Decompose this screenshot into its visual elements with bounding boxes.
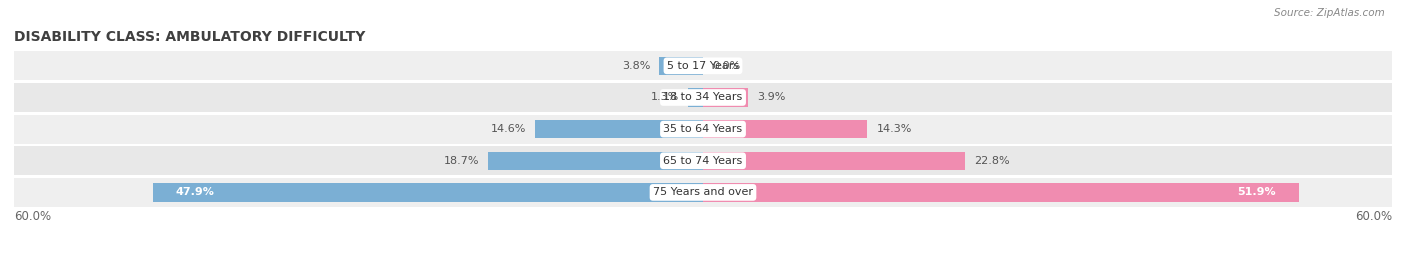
Bar <box>703 152 965 170</box>
Bar <box>703 183 1299 201</box>
Text: 60.0%: 60.0% <box>1355 210 1392 223</box>
Bar <box>14 146 1392 175</box>
Bar <box>14 83 1392 112</box>
Text: 60.0%: 60.0% <box>14 210 51 223</box>
Text: 0.0%: 0.0% <box>713 61 741 71</box>
Bar <box>153 183 703 201</box>
Bar <box>14 51 1392 80</box>
Bar <box>659 57 703 75</box>
Bar <box>703 88 748 107</box>
Text: 1.3%: 1.3% <box>651 93 679 102</box>
Text: 5 to 17 Years: 5 to 17 Years <box>666 61 740 71</box>
Text: 14.3%: 14.3% <box>876 124 911 134</box>
Text: 51.9%: 51.9% <box>1237 187 1277 197</box>
Bar <box>14 178 1392 207</box>
Bar <box>536 120 703 138</box>
Bar <box>488 152 703 170</box>
Text: 22.8%: 22.8% <box>974 156 1010 166</box>
Text: DISABILITY CLASS: AMBULATORY DIFFICULTY: DISABILITY CLASS: AMBULATORY DIFFICULTY <box>14 30 366 44</box>
Text: 18 to 34 Years: 18 to 34 Years <box>664 93 742 102</box>
Text: 35 to 64 Years: 35 to 64 Years <box>664 124 742 134</box>
Text: 65 to 74 Years: 65 to 74 Years <box>664 156 742 166</box>
Text: 18.7%: 18.7% <box>444 156 479 166</box>
Text: 3.9%: 3.9% <box>756 93 786 102</box>
Bar <box>14 115 1392 144</box>
Text: 3.8%: 3.8% <box>621 61 650 71</box>
Text: 75 Years and over: 75 Years and over <box>652 187 754 197</box>
Text: 14.6%: 14.6% <box>491 124 526 134</box>
Text: Source: ZipAtlas.com: Source: ZipAtlas.com <box>1274 8 1385 18</box>
Bar <box>688 88 703 107</box>
Text: 47.9%: 47.9% <box>176 187 215 197</box>
Bar <box>703 120 868 138</box>
